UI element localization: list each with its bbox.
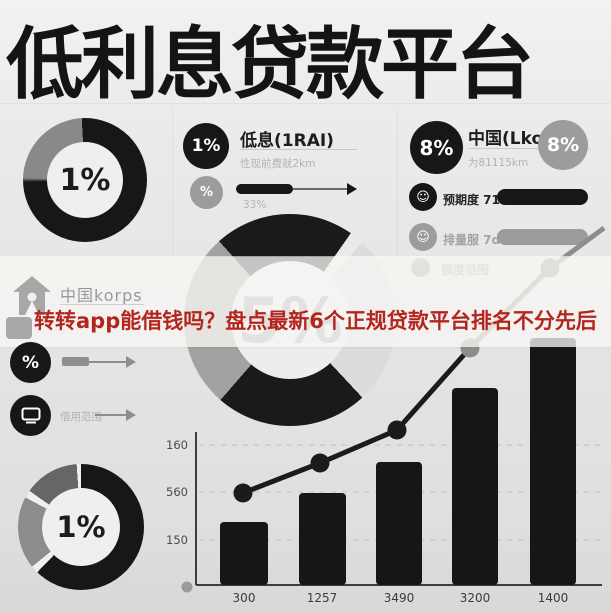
stat-badge-8pct-black: 8% <box>410 121 463 174</box>
page-title: 低利息贷款平台 <box>6 20 534 110</box>
stat-badge-8pct-gray: 8% <box>538 120 588 170</box>
mid-stat-subtitle: 性现前费就2km <box>240 158 316 170</box>
stat-badge-percent: % <box>190 176 223 209</box>
headline-banner: 中国korps 转转app能借钱吗？盘点最新6个正规贷款平台排名不分先后 <box>0 257 611 347</box>
bar-pill-black <box>497 189 588 205</box>
svg-text:300: 300 <box>233 591 256 605</box>
right-title-rule <box>468 148 590 149</box>
arrow-line <box>95 414 127 416</box>
brand-rule <box>60 304 144 305</box>
donut-chart-top-left: 1% <box>23 118 147 242</box>
stat-badge-label: 8% <box>419 135 454 160</box>
percent-badge: % <box>10 342 51 383</box>
monitor-icon <box>21 407 40 424</box>
svg-text:3200: 3200 <box>460 591 491 605</box>
donut-chart-bottom-left: 1% <box>18 464 144 590</box>
arrow-right-icon <box>126 409 136 421</box>
stat-badge-label: % <box>21 352 40 373</box>
svg-text:1257: 1257 <box>307 591 338 605</box>
arrow-right-icon <box>347 183 357 195</box>
home-icon <box>13 276 51 315</box>
header-divider <box>0 103 611 104</box>
donut-hole: 1% <box>47 142 123 218</box>
arrow-right-icon <box>126 356 136 368</box>
progress-pill-black <box>236 184 293 194</box>
svg-text:160: 160 <box>166 438 188 452</box>
arrow-line <box>293 188 349 190</box>
bar-pill-gray <box>497 229 588 245</box>
brand-label: 中国korps <box>60 286 143 305</box>
svg-text:150: 150 <box>166 533 188 547</box>
mid-stat-title: 低息(1RAI) <box>240 131 334 151</box>
stat-badge-1pct: 1% <box>183 123 229 169</box>
svg-text:560: 560 <box>166 485 188 499</box>
left-row-label: 借用范围 <box>60 411 102 423</box>
stat-badge-label: 8% <box>546 134 580 156</box>
svg-text:3490: 3490 <box>384 591 415 605</box>
svg-text:1400: 1400 <box>538 591 569 605</box>
mid-title-rule <box>240 149 357 150</box>
smiley-icon: ☺ <box>409 223 437 251</box>
stat-badge-label: 1% <box>191 136 221 156</box>
mid-stat-note: 33% <box>243 199 267 211</box>
donut-value: 1% <box>59 162 111 198</box>
smiley-icon: ☺ <box>409 183 437 211</box>
column-divider-1 <box>172 108 173 258</box>
avatar-blob <box>6 317 32 339</box>
monitor-badge <box>10 395 51 436</box>
right-stat-subtitle: 为81115km <box>468 157 529 169</box>
stat-badge-label: % <box>199 185 214 200</box>
donut-hole: 1% <box>42 488 120 566</box>
article-headline: 转转app能借钱吗？盘点最新6个正规贷款平台排名不分先后 <box>34 309 597 333</box>
arrow-line <box>89 361 127 363</box>
small-bar <box>62 357 89 366</box>
donut-value: 1% <box>56 510 106 544</box>
column-divider-2 <box>397 108 398 258</box>
